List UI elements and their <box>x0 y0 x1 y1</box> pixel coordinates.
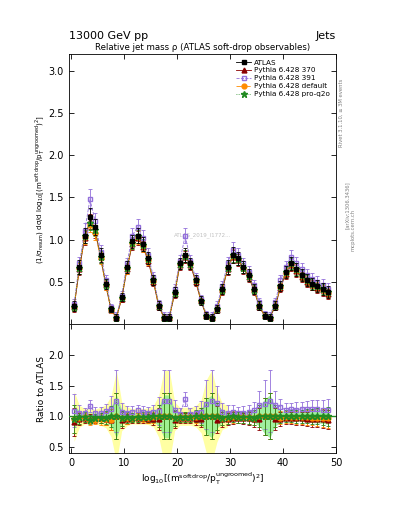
Text: ATLAS_2019_I1772...: ATLAS_2019_I1772... <box>174 232 231 238</box>
Text: Jets: Jets <box>316 31 336 41</box>
Text: [arXiv:1306.3436]: [arXiv:1306.3436] <box>345 181 350 229</box>
Y-axis label: Ratio to ATLAS: Ratio to ATLAS <box>37 356 46 422</box>
Text: Rivet 3.1.10, ≥ 3M events: Rivet 3.1.10, ≥ 3M events <box>339 78 344 147</box>
Title: Relative jet mass ρ (ATLAS soft-drop observables): Relative jet mass ρ (ATLAS soft-drop obs… <box>95 42 310 52</box>
Text: 13000 GeV pp: 13000 GeV pp <box>69 31 148 41</box>
X-axis label: log$_{10}$[(m$^{\rm soft\,drop}$/p$_{\rm T}^{\rm ungroomed}$)$^2$]: log$_{10}$[(m$^{\rm soft\,drop}$/p$_{\rm… <box>141 471 264 487</box>
Y-axis label: (1/σ$_{\rm resum}$) dσ/d log$_{10}$[(m$^{\rm soft\,drop}$/p$_T^{\rm ungroomed}$): (1/σ$_{\rm resum}$) dσ/d log$_{10}$[(m$^… <box>33 115 47 264</box>
Legend: ATLAS, Pythia 6.428 370, Pythia 6.428 391, Pythia 6.428 default, Pythia 6.428 pr: ATLAS, Pythia 6.428 370, Pythia 6.428 39… <box>233 57 332 99</box>
Text: mcplots.cern.ch: mcplots.cern.ch <box>351 209 356 251</box>
